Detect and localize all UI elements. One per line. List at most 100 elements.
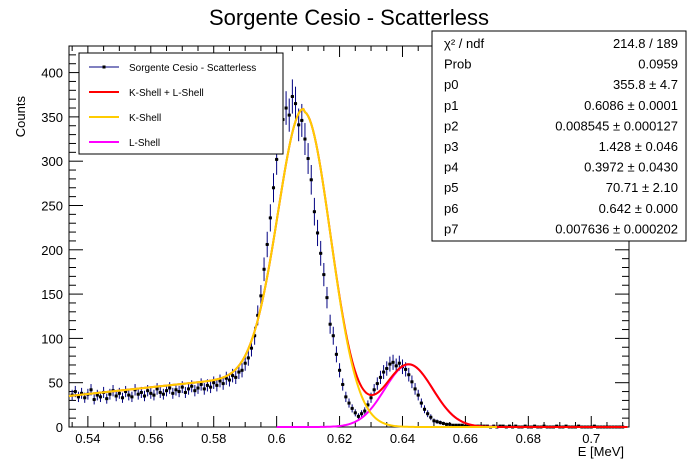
data-point [271,186,275,190]
data-point [73,390,77,394]
data-point [347,401,351,405]
data-point [177,390,181,394]
data-point [284,106,288,110]
data-point [105,397,109,401]
data-point [146,389,150,393]
stats-value: 0.007636 ± 0.000202 [555,221,678,236]
data-point [360,412,364,416]
data-point [196,386,200,390]
data-point [76,395,80,399]
data-point [168,386,172,390]
data-point [127,393,131,397]
legend-label: L-Shell [129,138,160,149]
data-point [322,273,326,277]
x-tick-label: 0.6 [268,431,286,446]
data-point [237,370,241,374]
data-point [89,388,93,392]
data-point [385,367,389,371]
data-point [363,409,367,413]
data-point [114,394,118,398]
stats-name: Prob [444,57,471,72]
data-point [429,415,433,419]
legend-box [78,52,284,155]
data-point [243,361,247,365]
data-point [309,178,313,182]
data-point [451,423,455,427]
l-shell-curve [276,363,623,428]
data-point [416,393,420,397]
data-point [366,403,370,407]
stats-name: p3 [444,139,458,154]
fit-curves [68,107,628,428]
stats-name: p5 [444,180,458,195]
data-point [457,423,461,427]
data-point [410,380,414,384]
x-tick-label: 0.62 [327,431,352,446]
stats-name: p0 [444,77,458,92]
data-point [158,390,162,394]
data-point [221,382,225,386]
data-point [397,361,401,365]
data-point [209,385,213,389]
data-point [130,395,134,399]
data-point [306,157,310,161]
stats-value: 0.6086 ± 0.0001 [584,98,678,113]
data-point [92,398,96,402]
data-point [391,360,395,364]
data-point [139,390,143,394]
data-point [448,422,452,426]
data-point [353,411,357,415]
data-point [413,387,417,391]
data-point [268,216,272,220]
data-point [249,346,253,350]
data-point [331,334,335,338]
data-point [325,296,329,300]
data-point [143,394,147,398]
y-tick-label: 200 [41,243,63,258]
stats-value: 1.428 ± 0.046 [599,139,678,154]
stats-name: p1 [444,98,458,113]
stats-box: χ² / ndf 214.8 / 189 Prob 0.0959 p0 355.8 ± 4… [431,30,687,242]
data-point [174,388,178,392]
x-tick-label: 0.7 [582,431,600,446]
data-point [231,374,235,378]
data-point [108,392,112,396]
data-point [350,406,354,410]
stats-value: 214.8 / 189 [613,36,678,51]
data-point [467,423,471,427]
data-point [404,367,408,371]
data-point [149,391,153,395]
data-point [441,421,445,425]
stats-name: χ² / ndf [444,36,484,51]
data-point [438,421,442,425]
data-point [80,391,84,395]
data-point [460,423,464,427]
data-point [275,157,279,161]
stats-name: p2 [444,118,458,133]
y-tick-label: 150 [41,287,63,302]
stats-name: p4 [444,160,458,175]
legend-label: K-Shell + L-Shell [129,88,204,99]
data-point [445,422,449,426]
data-point [205,383,209,387]
data-point [215,383,219,387]
data-point [432,419,436,423]
data-point [246,356,250,360]
data-point [435,420,439,424]
data-point [319,251,323,255]
data-point [199,382,203,386]
data-point [388,362,392,366]
data-point [171,391,175,395]
data-point [394,364,398,368]
stats-name: p6 [444,201,458,216]
data-point [98,395,102,399]
data-point [426,412,430,416]
data-point [218,379,222,383]
data-point [136,392,140,396]
data-point [382,370,386,374]
data-point [341,382,345,386]
data-point [312,210,316,214]
stats-value: 0.3972 ± 0.0430 [584,160,678,175]
data-point [227,378,231,382]
data-point [187,387,191,391]
